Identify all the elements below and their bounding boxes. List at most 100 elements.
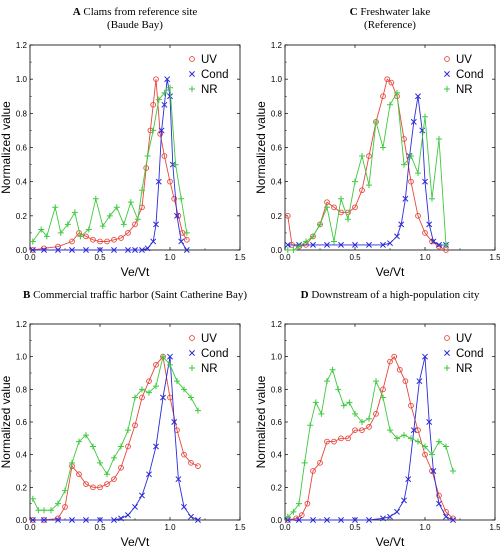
y-tick-label: 0.2 [16, 483, 28, 492]
legend: UV Cond NR [189, 333, 229, 375]
legend-marker [444, 365, 450, 371]
x-tick-label: 0.5 [349, 253, 361, 262]
data-point [436, 500, 442, 507]
data-point [331, 238, 337, 245]
data-point [436, 135, 442, 142]
data-point [134, 216, 141, 223]
data-point [132, 247, 138, 253]
data-point [175, 476, 182, 483]
x-tick-label: 1.0 [419, 253, 431, 262]
series-line-cond [32, 356, 199, 521]
x-axis-label: Ve/Vt [376, 535, 405, 549]
data-point [380, 93, 386, 100]
data-point [41, 517, 47, 523]
data-point [41, 247, 47, 253]
data-point [97, 517, 103, 523]
data-point [55, 500, 61, 507]
y-tick-label: 0.0 [16, 246, 28, 255]
panel-title: B Commercial traffic harbor (Saint Cathe… [23, 289, 247, 301]
y-tick-label: 0.0 [16, 516, 28, 525]
panel-subtitle: (Reference) [364, 19, 416, 31]
data-point [132, 422, 138, 429]
series-line-cond [287, 356, 454, 521]
y-tick-label: 0.6 [16, 418, 28, 427]
data-point [380, 386, 386, 393]
legend: UV Cond NR [189, 54, 229, 96]
y-tick-label: 0.6 [271, 418, 283, 427]
series-nr [284, 366, 456, 520]
y-tick-label: 1.2 [16, 41, 28, 50]
data-point [324, 438, 330, 445]
data-point [29, 495, 36, 502]
data-point [99, 223, 106, 230]
panel-letter: C [350, 6, 358, 18]
data-point [307, 422, 314, 429]
data-point [83, 481, 89, 487]
legend-marker [189, 71, 195, 77]
data-point [83, 247, 89, 253]
data-point [146, 471, 152, 478]
y-tick-label: 1.0 [271, 353, 283, 362]
y-tick-label: 0.4 [16, 451, 28, 460]
legend-marker [189, 335, 195, 341]
data-point [97, 247, 103, 253]
y-tick-label: 0.6 [271, 144, 283, 153]
data-point [290, 508, 297, 515]
data-point [97, 459, 103, 466]
data-point [118, 443, 124, 450]
legend-label: UV [201, 333, 217, 345]
data-point [160, 394, 166, 401]
legend-marker [444, 350, 450, 356]
data-point [416, 378, 423, 385]
data-point [290, 247, 297, 253]
data-point [310, 241, 316, 248]
data-point [312, 399, 319, 406]
data-point [139, 187, 145, 194]
data-point [113, 204, 120, 211]
x-tick-label: 1.5 [234, 253, 246, 262]
data-point [69, 517, 75, 523]
data-point [324, 204, 330, 211]
data-point [164, 76, 171, 83]
data-point [195, 407, 201, 414]
data-point [359, 153, 365, 160]
series-line-uv [287, 78, 447, 251]
data-point [83, 517, 89, 523]
data-point [153, 221, 159, 228]
data-point [352, 178, 358, 185]
data-point [125, 427, 131, 434]
data-point [373, 118, 379, 125]
data-point [150, 127, 157, 134]
x-axis-label: Ve/Vt [376, 265, 405, 279]
panel-title-text: Freshwater lake [358, 6, 431, 18]
data-point [181, 386, 187, 393]
data-point [359, 419, 365, 425]
data-point [111, 236, 117, 243]
data-point [29, 517, 36, 523]
x-tick-label: 1.5 [489, 523, 500, 532]
series-uv [29, 353, 201, 523]
data-point [150, 238, 157, 245]
data-point [284, 247, 291, 253]
y-axis-label: Normalized value [0, 375, 13, 468]
data-point [29, 247, 36, 253]
panel-c: C Freshwater lake(Reference) 0.0 0.2 0.4 0.6… [254, 6, 500, 279]
series-line-uv [287, 355, 454, 521]
data-point [155, 178, 162, 185]
data-point [387, 427, 393, 434]
data-point [391, 353, 398, 360]
data-point [41, 507, 47, 514]
data-point [284, 517, 291, 523]
data-point [387, 513, 393, 520]
data-point [125, 247, 131, 253]
data-point [304, 500, 311, 507]
y-tick-label: 1.2 [271, 41, 283, 50]
y-tick-label: 1.0 [16, 353, 28, 362]
data-point [303, 238, 309, 245]
data-point [408, 178, 414, 185]
data-point [366, 415, 372, 422]
data-point [284, 241, 291, 248]
data-point [394, 89, 400, 96]
data-point [55, 517, 61, 523]
data-point [144, 153, 151, 160]
